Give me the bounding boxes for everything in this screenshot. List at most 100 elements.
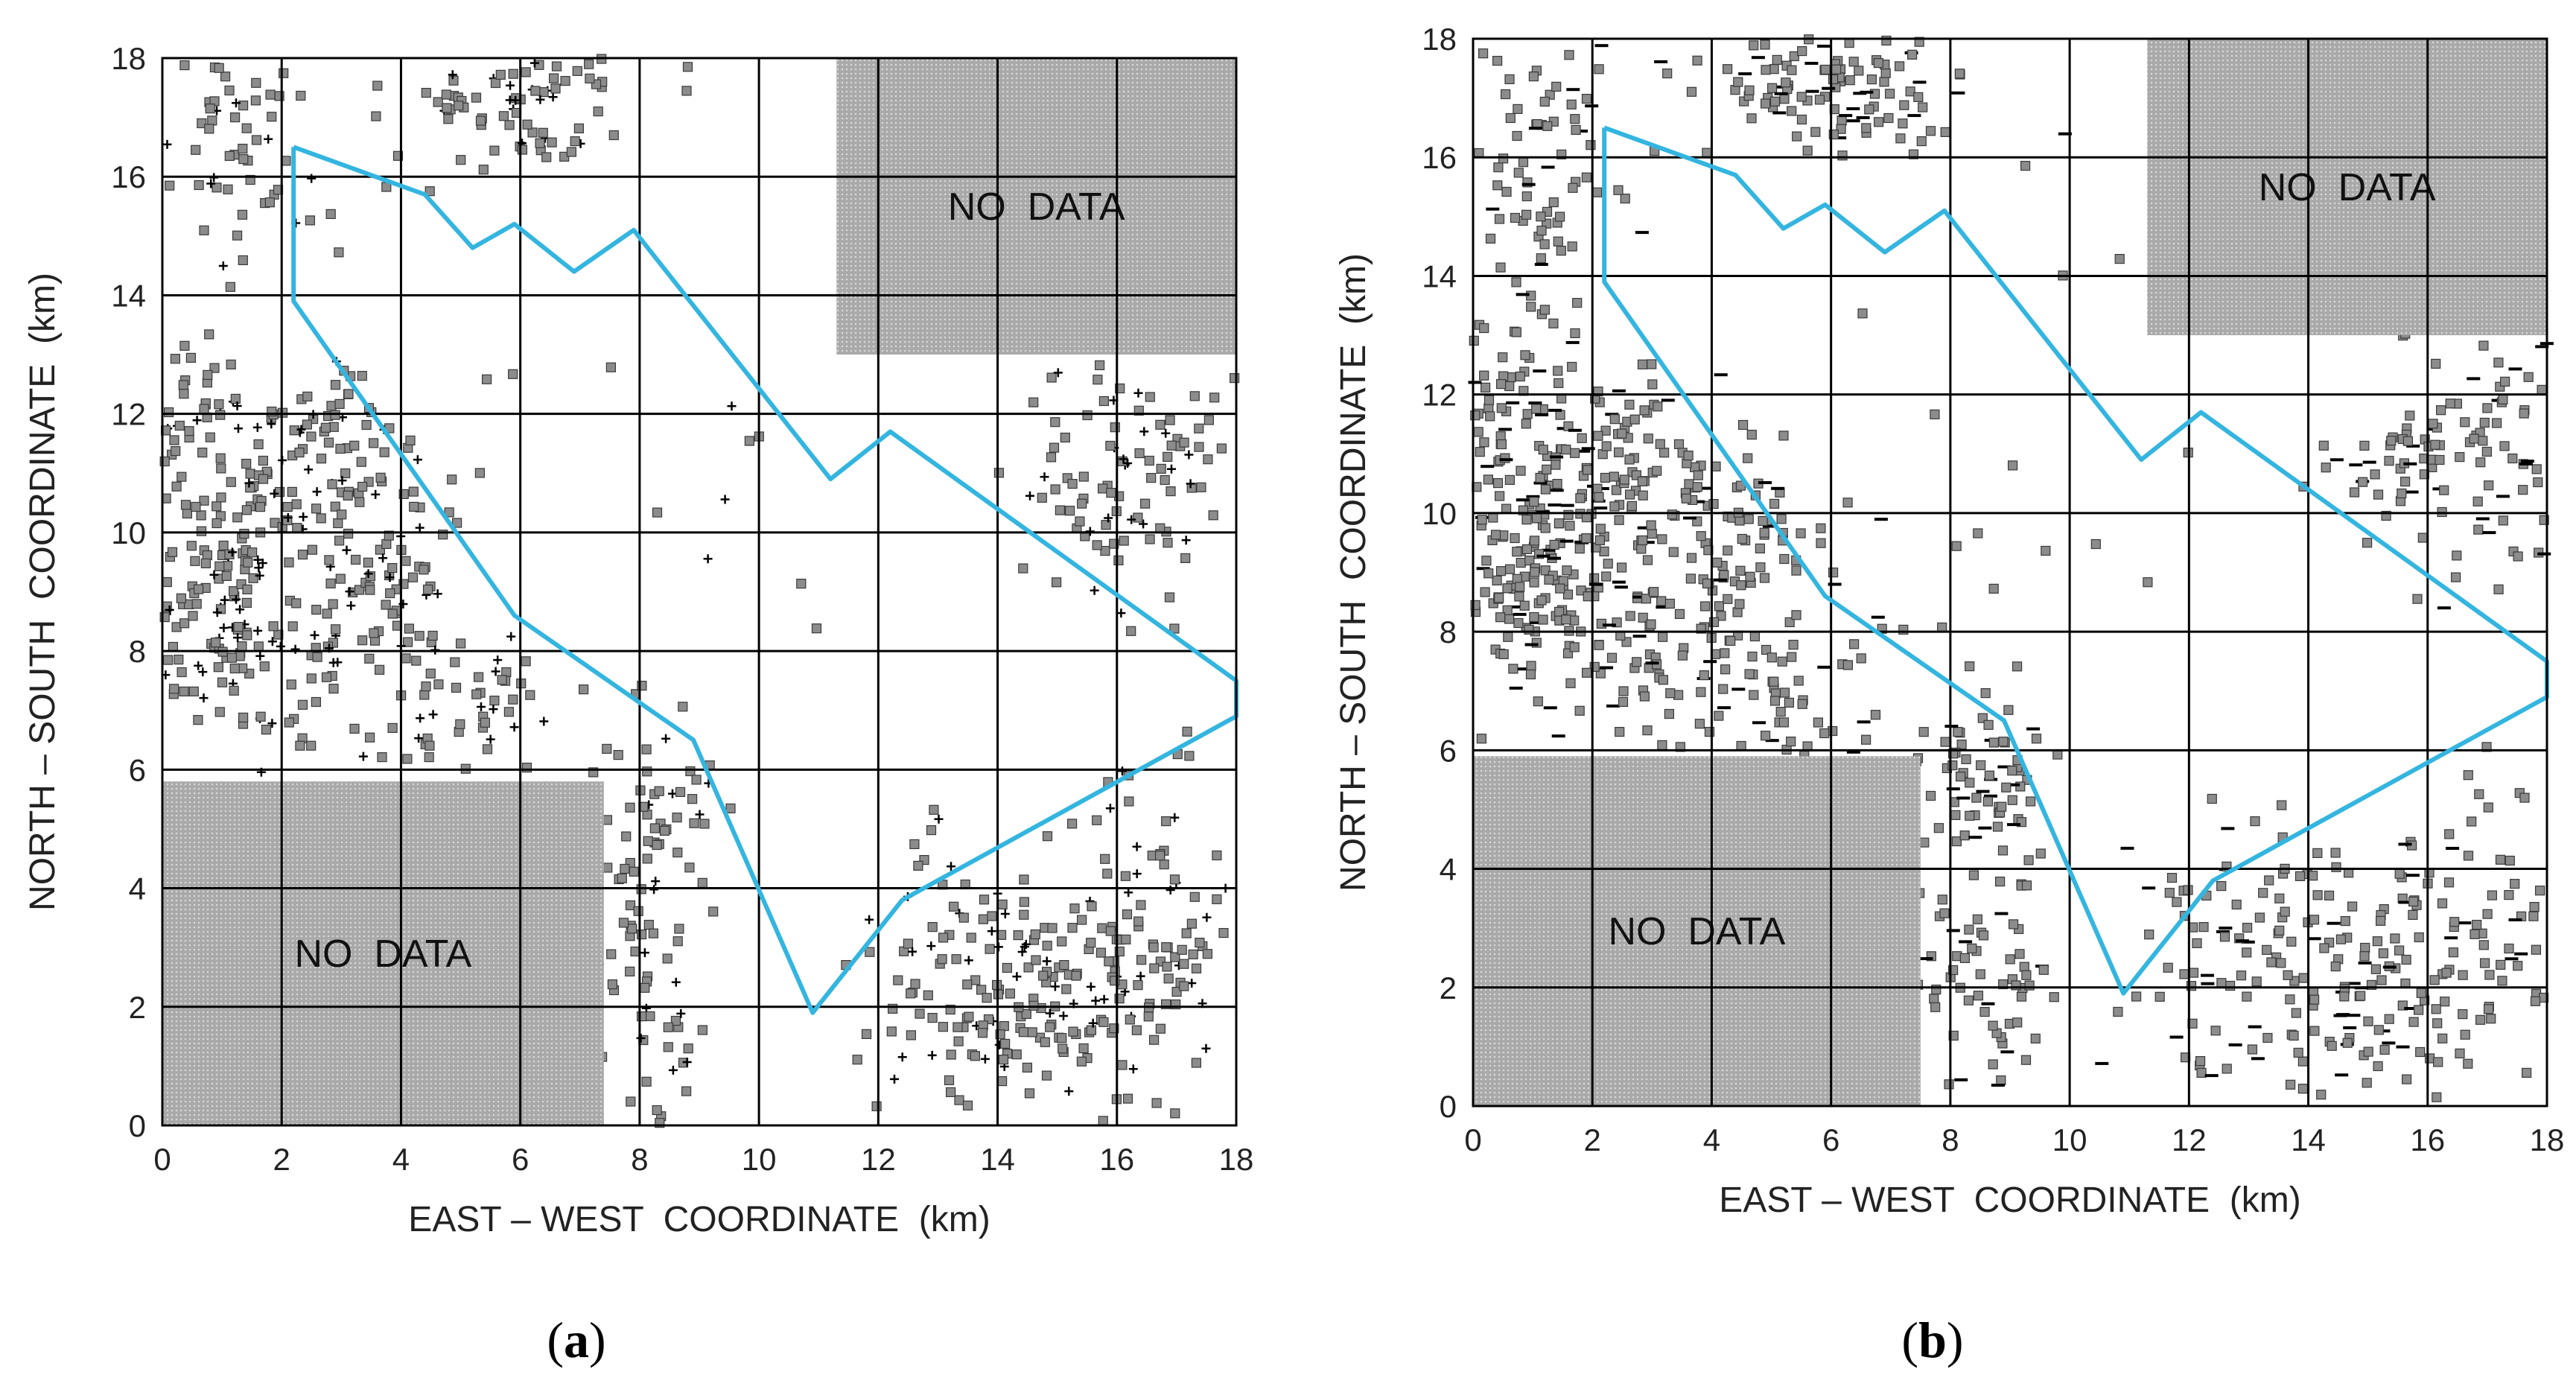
data-point [1169, 623, 1180, 634]
data-point [1539, 305, 1550, 315]
data-point [1881, 35, 1892, 46]
y-tick-label: 2 [129, 990, 146, 1025]
data-point [1134, 448, 1145, 459]
data-point [179, 340, 190, 351]
plus-marker [539, 717, 549, 726]
data-point [2009, 919, 2019, 930]
data-point [1997, 801, 2007, 812]
data-point [2164, 888, 2175, 898]
data-point [425, 668, 436, 679]
data-point [1918, 102, 1928, 112]
data-point [1719, 570, 1729, 580]
data-point [2216, 880, 2227, 892]
data-point [1693, 470, 1703, 480]
data-point [1842, 498, 1853, 508]
dash-marker [2362, 460, 2376, 464]
data-point [258, 474, 269, 484]
data-point [945, 1087, 956, 1098]
dash-marker [2519, 462, 2533, 466]
data-point [1531, 404, 1542, 414]
data-point [2021, 970, 2032, 980]
dash-marker [2201, 973, 2214, 977]
data-point [1555, 212, 1565, 222]
data-point [191, 599, 202, 609]
data-point [903, 938, 914, 949]
data-point [976, 985, 987, 995]
data-point [1562, 565, 1572, 576]
data-point [1518, 157, 1529, 168]
data-point [1577, 433, 1587, 443]
dash-marker [1513, 667, 1527, 671]
data-point [174, 420, 185, 431]
data-point [1601, 441, 1612, 451]
data-point [643, 836, 653, 846]
data-point [1019, 897, 1030, 907]
data-point [1092, 815, 1102, 825]
data-point [2507, 453, 2518, 464]
no-data-box [1473, 756, 1921, 1106]
data-point [1718, 684, 1729, 694]
data-point [1937, 622, 1947, 633]
data-point [1929, 994, 1939, 1004]
data-point [1747, 651, 1758, 662]
data-point [251, 77, 261, 88]
data-point [1540, 523, 1551, 533]
data-point [1714, 711, 1724, 721]
data-point [1638, 535, 1648, 546]
data-point [1898, 118, 1908, 129]
plus-marker [641, 1003, 651, 1013]
data-point [291, 598, 302, 609]
data-point [1208, 510, 1218, 521]
data-point [253, 439, 264, 450]
data-point [232, 512, 243, 523]
data-point [1714, 601, 1724, 611]
data-point [1606, 652, 1618, 663]
data-point [179, 686, 189, 697]
data-point [1483, 474, 1494, 485]
data-point [186, 541, 197, 551]
y-tick-label: 12 [1422, 378, 1457, 413]
data-point [1526, 661, 1536, 671]
data-point [1087, 901, 1097, 912]
y-tick-label: 10 [111, 515, 146, 550]
data-point [2436, 405, 2446, 416]
data-point [2324, 890, 2335, 901]
dash-marker [1637, 526, 1651, 530]
dash-marker [1513, 612, 1527, 616]
data-point [2219, 932, 2230, 942]
data-point [987, 911, 997, 921]
data-point [326, 401, 337, 411]
data-point [643, 919, 654, 930]
data-point [672, 936, 683, 947]
data-point [1164, 592, 1175, 603]
data-point [625, 900, 636, 911]
data-point [291, 499, 302, 509]
data-point [2373, 1025, 2384, 1035]
plus-marker [897, 1052, 907, 1062]
data-point [1700, 601, 1711, 611]
data-point [1919, 837, 1930, 848]
data-point [1787, 652, 1797, 662]
dash-marker [1846, 750, 1860, 754]
data-point [663, 1042, 673, 1052]
data-point [1733, 77, 1743, 87]
data-point [2166, 872, 2178, 883]
data-point [1194, 423, 1204, 433]
plus-marker [695, 810, 705, 819]
data-point [1658, 632, 1668, 642]
data-point [322, 609, 332, 619]
data-point [2487, 890, 2497, 900]
data-point [629, 866, 639, 877]
data-point [953, 1036, 964, 1046]
data-point [184, 426, 194, 436]
dash-marker [1594, 44, 1609, 48]
data-point [1095, 947, 1107, 958]
plus-marker [1133, 388, 1143, 398]
plus-marker [1119, 454, 1128, 464]
data-point [267, 112, 277, 122]
data-point [335, 574, 346, 584]
no-data-label: NO DATA [294, 932, 471, 976]
data-point [1057, 1032, 1067, 1043]
dash-marker [1956, 796, 1971, 800]
y-tick-label: 2 [1440, 970, 1457, 1005]
